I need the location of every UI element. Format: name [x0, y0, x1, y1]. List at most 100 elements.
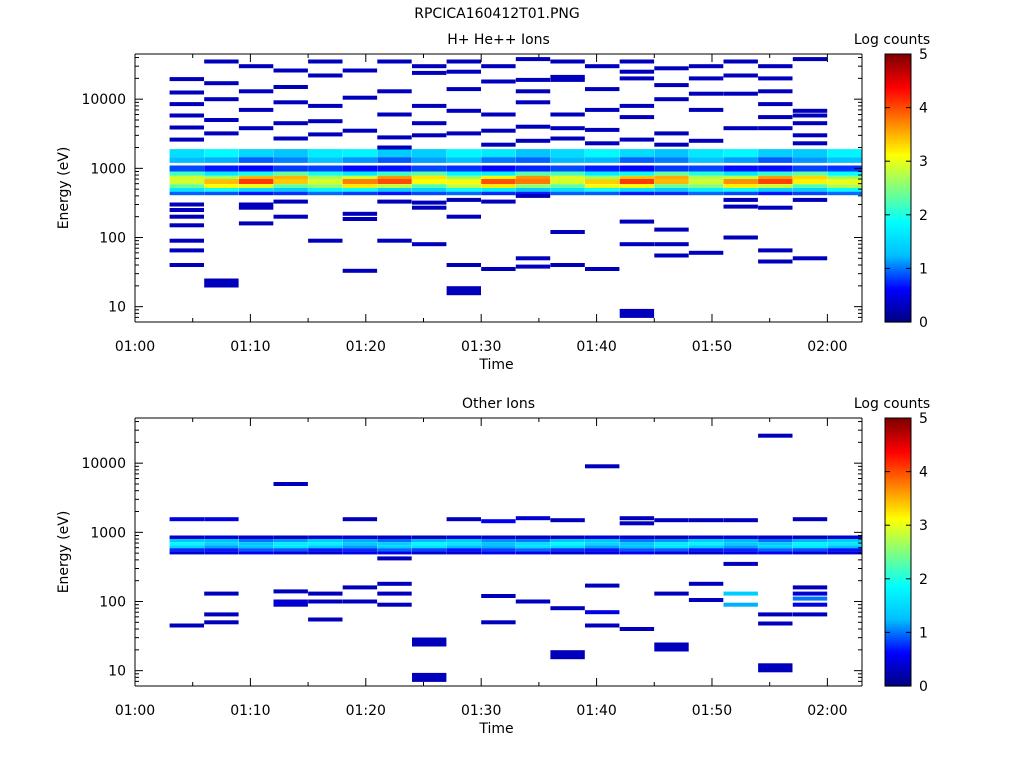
heatmap-band-cell	[758, 535, 793, 539]
colorbar-segment	[885, 67, 911, 71]
colorbar-segment	[885, 639, 911, 642]
heatmap-cell	[238, 205, 274, 210]
heatmap-cell	[550, 136, 585, 141]
heatmap-band-cell	[308, 545, 343, 549]
colorbar-tick-label: 4	[919, 465, 928, 481]
heatmap-band-cell	[758, 157, 793, 163]
heatmap-cell	[550, 77, 585, 82]
heatmap-band-cell	[204, 535, 239, 539]
heatmap-cell	[169, 102, 204, 107]
heatmap-band-cell	[412, 184, 447, 188]
heatmap-band-cell	[169, 191, 204, 196]
colorbar-segment	[885, 116, 911, 120]
heatmap-band-cell	[758, 191, 793, 196]
colorbar-segment	[885, 292, 911, 296]
colorbar-segment	[885, 138, 911, 142]
heatmap-cell	[273, 121, 308, 126]
heatmap-band-cell	[169, 184, 204, 188]
colorbar-segment	[885, 277, 911, 281]
heatmap-cell	[723, 518, 758, 523]
colorbar-segment	[885, 290, 911, 294]
heatmap-band-cell	[550, 175, 585, 180]
heatmap-band-cell	[550, 179, 585, 185]
heatmap-cell	[308, 59, 343, 64]
heatmap-band-cell	[585, 184, 620, 188]
colorbar-segment	[885, 239, 911, 243]
colorbar-segment	[885, 109, 911, 113]
colorbar-segment	[885, 643, 911, 647]
colorbar-segment	[885, 58, 911, 62]
heatmap-cell	[515, 124, 551, 129]
colorbar-segment	[885, 426, 911, 430]
heatmap-cell	[481, 128, 516, 133]
heatmap-cell	[585, 64, 620, 69]
heatmap-cell	[619, 516, 655, 521]
heatmap-band-cell	[792, 157, 828, 163]
heatmap-band-cell	[308, 191, 343, 196]
heatmap-cell	[758, 259, 793, 264]
colorbar-segment	[885, 279, 911, 283]
heatmap-band-cell	[481, 548, 516, 552]
colorbar-segment	[885, 507, 911, 511]
heatmap-cell	[688, 107, 724, 112]
heatmap-cell	[723, 126, 758, 131]
colorbar-segment	[885, 313, 911, 316]
heatmap-band-cell	[446, 165, 481, 172]
colorbar-segment	[885, 230, 911, 234]
colorbar-segment	[885, 589, 911, 593]
heatmap-band-cell	[273, 188, 308, 192]
heatmap-cell	[273, 482, 308, 486]
colorbar-segment	[885, 636, 911, 640]
heatmap-band-cell	[169, 551, 204, 555]
colorbar-segment	[885, 141, 911, 144]
heatmap-band-cell	[204, 188, 239, 192]
heatmap-band-cell	[654, 179, 689, 185]
colorbar-segment	[885, 455, 911, 459]
heatmap-cell	[412, 70, 447, 75]
heatmap-cell	[204, 612, 239, 617]
heatmap-band-cell	[204, 542, 239, 546]
colorbar-segment	[885, 255, 911, 258]
heatmap-band-cell	[412, 179, 447, 185]
heatmap-cell	[585, 107, 620, 112]
colorbar-segment	[885, 83, 911, 86]
colorbar-segment	[885, 429, 911, 432]
heatmap-band-cell	[515, 191, 551, 196]
colorbar-segment	[885, 263, 911, 267]
heatmap-band-cell	[585, 542, 620, 546]
heatmap-cell	[515, 599, 551, 604]
colorbar-segment	[885, 663, 911, 667]
heatmap-band-cell	[550, 157, 585, 163]
heatmap-band-cell	[723, 157, 758, 163]
heatmap-cell	[342, 268, 378, 273]
colorbar-segment	[885, 306, 911, 310]
heatmap-band-cell	[619, 179, 655, 185]
x-tick-label: 01:50	[692, 703, 732, 719]
colorbar-segment	[885, 610, 911, 613]
colorbar-segment	[885, 257, 911, 261]
heatmap-cell	[204, 278, 239, 288]
heatmap-band-cell	[169, 188, 204, 192]
colorbar-segment	[885, 623, 911, 627]
heatmap-cell	[758, 76, 793, 81]
colorbar-segment	[885, 572, 911, 575]
heatmap-cell	[481, 267, 516, 271]
heatmap-band-cell	[342, 548, 378, 552]
heatmap-band-cell	[550, 542, 585, 546]
heatmap-cell	[619, 103, 655, 108]
colorbar-segment	[885, 567, 911, 571]
heatmap-cell	[723, 59, 758, 64]
heatmap-band-cell	[308, 179, 343, 185]
colorbar-segment	[885, 596, 911, 600]
heatmap-band-cell	[412, 188, 447, 192]
heatmap-cell	[619, 59, 655, 64]
colorbar-segment	[885, 176, 911, 180]
heatmap-cell	[204, 591, 239, 596]
heatmap-band-cell	[412, 548, 447, 552]
heatmap-cell	[688, 76, 724, 81]
x-tick-label: 01:00	[115, 703, 155, 719]
colorbar-segment	[885, 288, 911, 292]
heatmap-band-cell	[412, 539, 447, 543]
colorbar-segment	[885, 163, 911, 167]
colorbar-segment	[885, 619, 911, 622]
